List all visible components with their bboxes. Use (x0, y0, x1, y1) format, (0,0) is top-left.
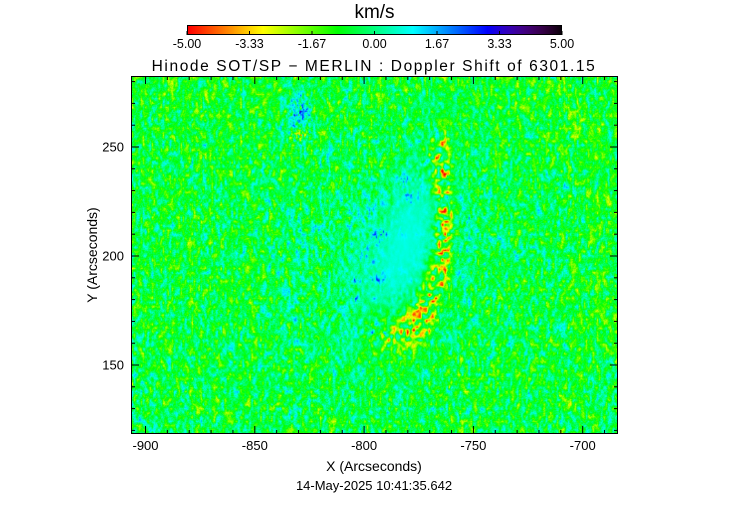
svg-text:250: 250 (102, 140, 124, 155)
svg-text:-5.00: -5.00 (173, 37, 202, 51)
svg-text:150: 150 (102, 358, 124, 373)
svg-text:-800: -800 (351, 438, 377, 453)
svg-text:Hinode SOT/SP − MERLIN : Doppl: Hinode SOT/SP − MERLIN : Doppler Shift o… (152, 58, 597, 75)
svg-text:3.33: 3.33 (487, 37, 511, 51)
svg-text:-900: -900 (132, 438, 158, 453)
svg-text:200: 200 (102, 249, 124, 264)
svg-text:X (Arcseconds): X (Arcseconds) (326, 458, 422, 474)
svg-text:5.00: 5.00 (550, 37, 574, 51)
svg-text:-700: -700 (570, 438, 596, 453)
svg-text:1.67: 1.67 (425, 37, 449, 51)
svg-text:14-May-2025 10:41:35.642: 14-May-2025 10:41:35.642 (296, 478, 452, 493)
svg-text:-1.67: -1.67 (298, 37, 327, 51)
svg-text:-3.33: -3.33 (235, 37, 264, 51)
svg-text:0.00: 0.00 (362, 37, 386, 51)
svg-text:-750: -750 (460, 438, 486, 453)
svg-text:km/s: km/s (354, 2, 394, 23)
svg-text:-850: -850 (242, 438, 268, 453)
svg-text:Y (Arcseconds): Y (Arcseconds) (84, 207, 100, 302)
